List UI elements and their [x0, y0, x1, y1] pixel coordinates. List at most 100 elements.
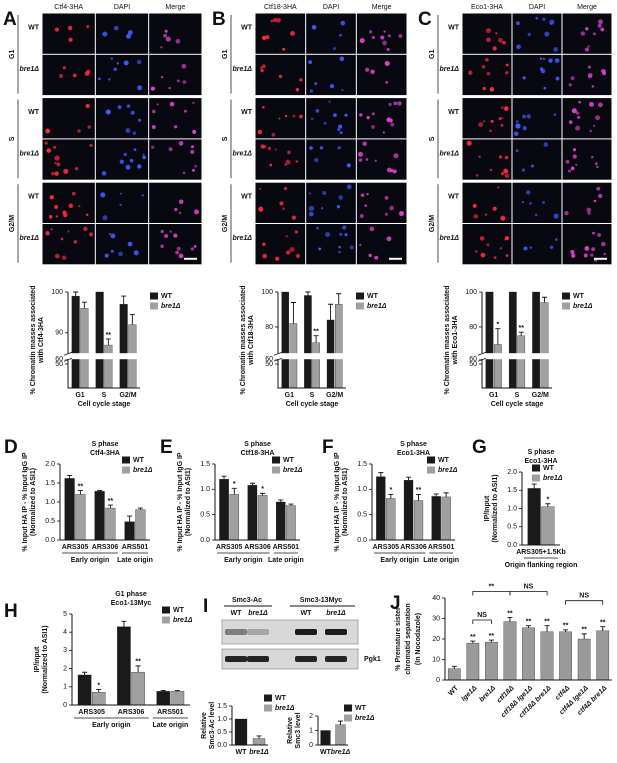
cell-spot [98, 77, 101, 81]
cell-spot [339, 131, 343, 135]
genotype-label: WT [448, 24, 460, 31]
cell-spot [125, 164, 131, 170]
cell-spot [576, 111, 580, 115]
x-tick-label: bre1Δ [249, 749, 269, 756]
cell-spot [483, 120, 486, 123]
stage-label: G2/M [222, 215, 229, 232]
cell-spot [314, 158, 319, 163]
x-tick-label: ARS305 [62, 544, 89, 551]
cell-spot [136, 59, 142, 65]
cell-spot [284, 114, 288, 118]
cell-spot [160, 46, 163, 49]
cell-spot [178, 141, 184, 146]
cell-spot [190, 149, 195, 155]
cell-spot [388, 102, 392, 107]
error-bar [127, 515, 133, 522]
cell-spot [123, 152, 127, 157]
x-tick-label: ARS306 [244, 544, 271, 551]
legend-label: bre1Δ [275, 705, 295, 712]
y-axis-label: % Input HA IP - % Input IgG IP [334, 452, 341, 551]
cell-spot [182, 80, 187, 84]
cell-spot [530, 164, 534, 168]
y-axis-label: with Ctf18-3HA [248, 315, 255, 366]
x-tick-label: G1 [489, 392, 498, 399]
axes [481, 292, 552, 389]
cell-spot [386, 236, 392, 242]
cell-spot [521, 168, 526, 172]
cell-spot [597, 102, 603, 108]
micrograph [512, 182, 562, 223]
cell-spot [390, 122, 395, 127]
significance: ** [78, 483, 84, 490]
cell-spot [549, 19, 555, 25]
cell-spot [596, 186, 601, 191]
x-tick-label: ARS306 [400, 544, 427, 551]
cell-spot [137, 85, 143, 91]
panel-letter: J [390, 593, 401, 614]
group-label: Late origin [268, 557, 304, 564]
cell-spot [175, 250, 179, 255]
bar [92, 692, 106, 706]
cell-spot [45, 128, 51, 134]
cell-spot [85, 103, 90, 109]
panel-letter: F [322, 437, 334, 458]
cell-spot [359, 243, 362, 246]
cell-spot [513, 131, 519, 137]
bar [252, 738, 266, 746]
error-bar [249, 482, 255, 486]
cell-spot [60, 237, 64, 241]
y-axis-label: % Input HA IP - % Input IgG IP [177, 452, 184, 551]
y-tick-label: 10 [432, 656, 440, 663]
channel-label: Eco1-3HA [471, 4, 503, 11]
error-bar [378, 472, 384, 477]
cell-spot [592, 124, 595, 127]
y-tick-label: 0.5 [45, 518, 55, 525]
panel-letter: H [4, 601, 18, 622]
cell-spot [570, 166, 575, 171]
cell-spot [365, 67, 370, 72]
x-tick-label: S [515, 392, 520, 399]
micrograph [95, 224, 149, 265]
significance: * [233, 481, 236, 488]
cell-spot [141, 194, 145, 197]
cell-spot [294, 230, 299, 234]
cell-spot [190, 145, 194, 149]
cell-spot [192, 101, 195, 105]
bracket-label: ** [489, 583, 495, 590]
cell-spot [386, 117, 392, 123]
cell-spot [596, 165, 599, 169]
cell-spot [67, 230, 70, 233]
cell-spot [366, 193, 369, 196]
cell-spot [601, 241, 606, 247]
cell-spot [589, 129, 592, 133]
cell-spot [54, 27, 60, 32]
cell-spot [161, 76, 164, 79]
error-bar [135, 665, 141, 673]
cell-spot [392, 169, 397, 174]
stage-label: S [222, 136, 229, 141]
y-tick-label: 1.5 [45, 480, 55, 487]
cell-spot [571, 108, 577, 114]
cell-spot [104, 253, 109, 258]
genotype-label: bre1Δ [440, 66, 460, 73]
cell-spot [308, 211, 314, 217]
cell-spot [572, 154, 577, 159]
cell-spot [489, 129, 492, 133]
legend-label: WT [543, 465, 555, 472]
cell-spot [553, 47, 558, 52]
micrograph [306, 54, 356, 96]
bar [466, 642, 480, 681]
chart-title: S phase [400, 441, 427, 448]
cell-spot [262, 242, 266, 246]
bar [559, 631, 572, 681]
micrograph [356, 182, 407, 223]
cell-spot [553, 213, 559, 219]
cell-spot [485, 58, 489, 62]
cell-spot [319, 146, 324, 150]
significance: ** [544, 619, 550, 626]
bar [532, 291, 540, 389]
y-tick-label: 2 [63, 665, 67, 672]
cell-spot [526, 190, 531, 195]
group-label: Origin flanking region [505, 562, 578, 569]
cell-spot [346, 163, 351, 168]
